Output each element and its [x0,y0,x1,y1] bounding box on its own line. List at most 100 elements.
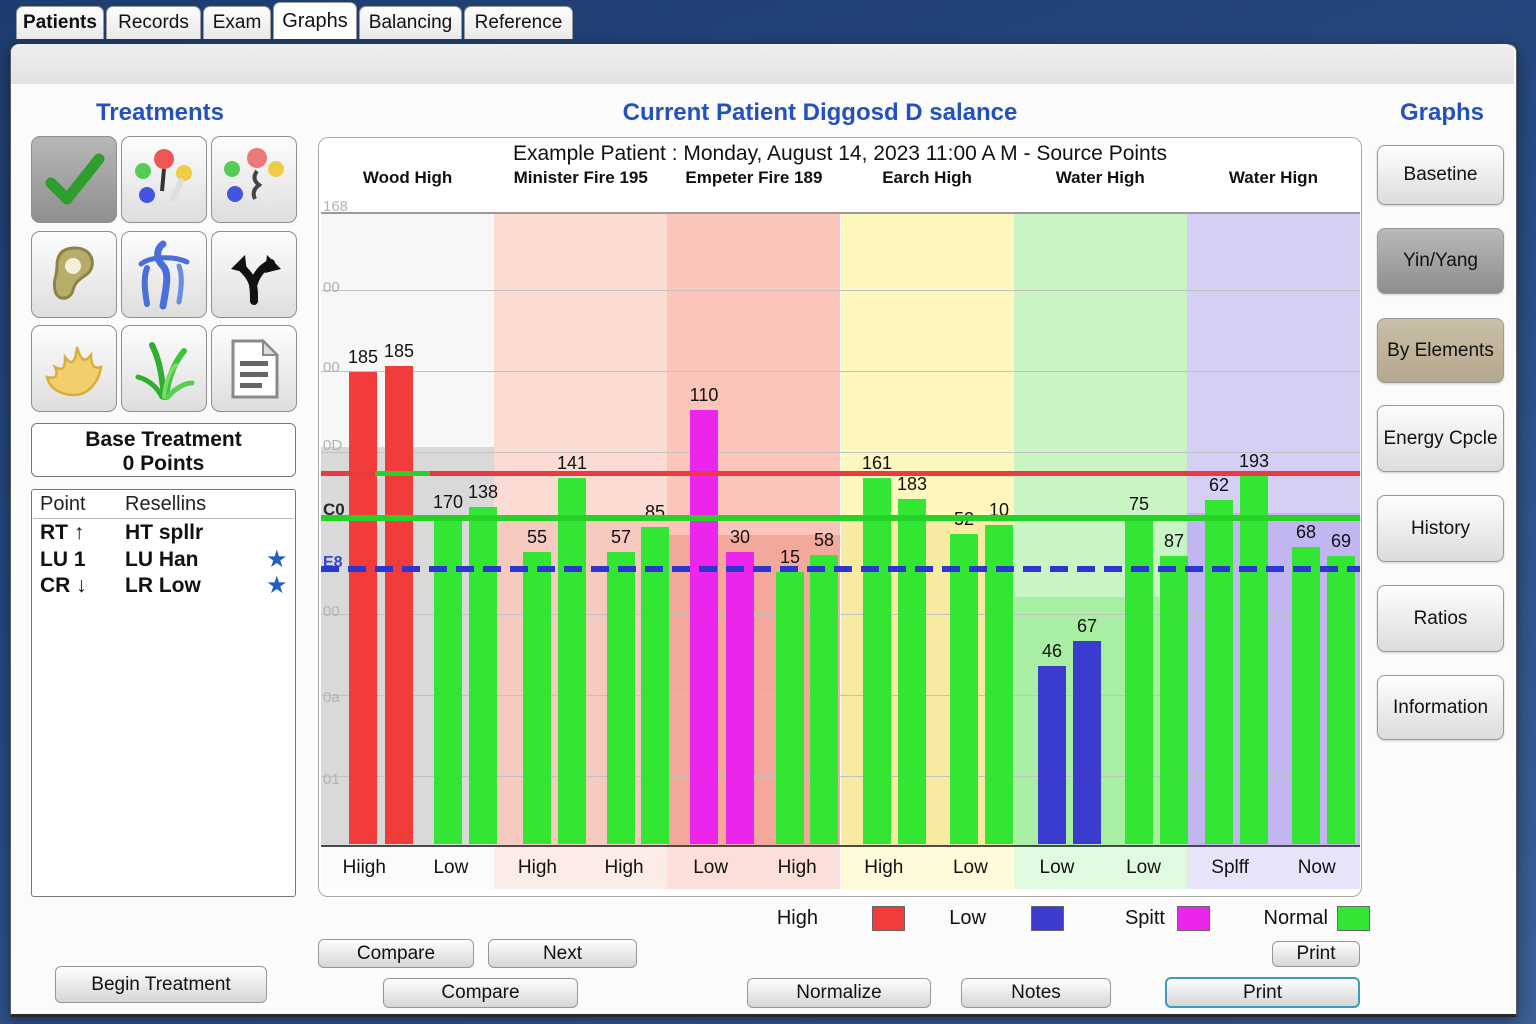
branch-arrows-glyph [231,254,281,305]
element-strip-cell [1186,847,1360,889]
meridian-figure-icon[interactable] [121,231,207,318]
element-strip-cell [494,847,668,889]
point-cell[interactable]: LU 1 [40,548,86,571]
group-label: Now [1297,857,1336,878]
ear-icon[interactable] [31,231,117,318]
star-icon: ★ [266,572,288,599]
yin-yang-button[interactable]: Yin/Yang [1377,228,1504,294]
bar-value-label: 193 [1238,451,1270,471]
bar [1160,556,1188,844]
flame-hand-icon[interactable] [31,325,117,412]
points-pins-alt-icon[interactable] [211,136,297,223]
normalize-button[interactable]: Normalize [747,978,931,1008]
grass-icon[interactable] [121,325,207,412]
legend-label-low: Low [949,907,986,929]
points-pins-alt-glyph [224,147,284,204]
tab-balancing[interactable]: Balancing [359,6,462,39]
information-button[interactable]: Information [1377,675,1504,740]
point-cell[interactable]: RT ↑ [40,521,85,544]
group-label: Splff [1211,857,1249,878]
graphs-title: Graphs [1399,99,1485,126]
document-icon[interactable] [211,325,297,412]
legend-label-high: High [776,907,818,929]
tab-reference[interactable]: Reference [464,6,573,39]
point-list-col-point: Point [40,493,86,515]
grid-line [321,776,1360,777]
x-axis-line [321,845,1360,847]
reference-line [321,471,1360,476]
print-main-button[interactable]: Print [1165,977,1360,1008]
bar-value-label: 183 [896,474,928,494]
result-cell[interactable]: LR Low [125,574,201,597]
band-top-border [321,212,1360,214]
bar [1038,666,1066,844]
element-header: Water Hign [1228,168,1318,187]
group-label: High [517,857,557,878]
tab-records[interactable]: Records [106,6,201,39]
bar [726,552,754,844]
begin-treatment-button[interactable]: Begin Treatment [55,966,267,1003]
bar-value-label: 62 [1208,475,1230,495]
group-label: Low [952,857,988,878]
checkmark-icon[interactable] [31,136,117,223]
bar [898,499,926,844]
bar-value-label: 170 [432,492,464,512]
baseline-button[interactable]: Basetine [1377,145,1504,205]
grid-line [321,695,1360,696]
bar-value-label: 46 [1041,641,1063,661]
compare-top-button[interactable]: Compare [318,939,474,968]
ratios-button[interactable]: Ratios [1377,585,1504,652]
bar [1125,519,1153,844]
y-axis-label: 00 [323,359,340,376]
bar [349,372,377,844]
bar [641,527,669,844]
result-cell[interactable]: HT spllr [125,521,204,544]
y-axis-label: 00 [323,603,340,620]
notes-button[interactable]: Notes [961,978,1111,1008]
y-axis-label: 0a [323,689,340,706]
point-cell[interactable]: CR ↓ [40,574,87,597]
compare-bottom-button[interactable]: Compare [383,978,578,1008]
bar [950,534,978,844]
reference-line [321,515,1360,521]
y-axis-label: 00 [323,279,340,296]
tab-patients[interactable]: Patients [16,6,104,39]
treatments-title: Treatments [95,99,225,126]
tab-exam[interactable]: Exam [203,6,271,39]
legend-swatch-normal [1337,906,1370,931]
bar-value-label: 67 [1076,616,1098,636]
energy-cycle-button[interactable]: Energy Cpcle [1377,405,1504,472]
meridian-figure-glyph [138,240,190,309]
points-pins-icon[interactable] [121,136,207,223]
bar-value-label: 141 [556,453,588,473]
reference-line-segment [375,471,430,476]
grass-glyph [135,341,195,400]
page-title: Current Patient Diggosd D salance [622,99,1018,126]
print-top-button[interactable]: Print [1272,941,1360,967]
branch-arrows-icon[interactable] [211,231,297,318]
bar [1205,500,1233,844]
group-label: Low [1039,857,1075,878]
by-elements-button[interactable]: By Elements [1377,318,1504,383]
base-treatment-line1: Base Treatment [85,428,242,451]
group-label: High [864,857,904,878]
bar-value-label: 69 [1330,531,1352,551]
tab-graphs[interactable]: Graphs [273,2,357,39]
bar-value-label: 138 [467,482,499,502]
tab-bar [11,44,1514,84]
points-pins-glyph [135,148,192,203]
element-strip-cell [321,847,495,889]
ear-glyph [52,245,94,300]
base-treatment-line2: 0 Points [122,452,205,475]
checkmark-glyph [45,153,105,204]
list-divider [33,518,294,519]
legend-swatch-low [1031,906,1064,931]
next-button[interactable]: Next [488,939,637,968]
element-header: Minister Fire 195 [513,168,648,187]
history-button[interactable]: History [1377,495,1504,562]
point-list [31,489,296,897]
bar [810,555,838,844]
bar [863,478,891,844]
result-cell[interactable]: LU Han [125,548,199,571]
bar-value-label: 110 [689,385,719,405]
